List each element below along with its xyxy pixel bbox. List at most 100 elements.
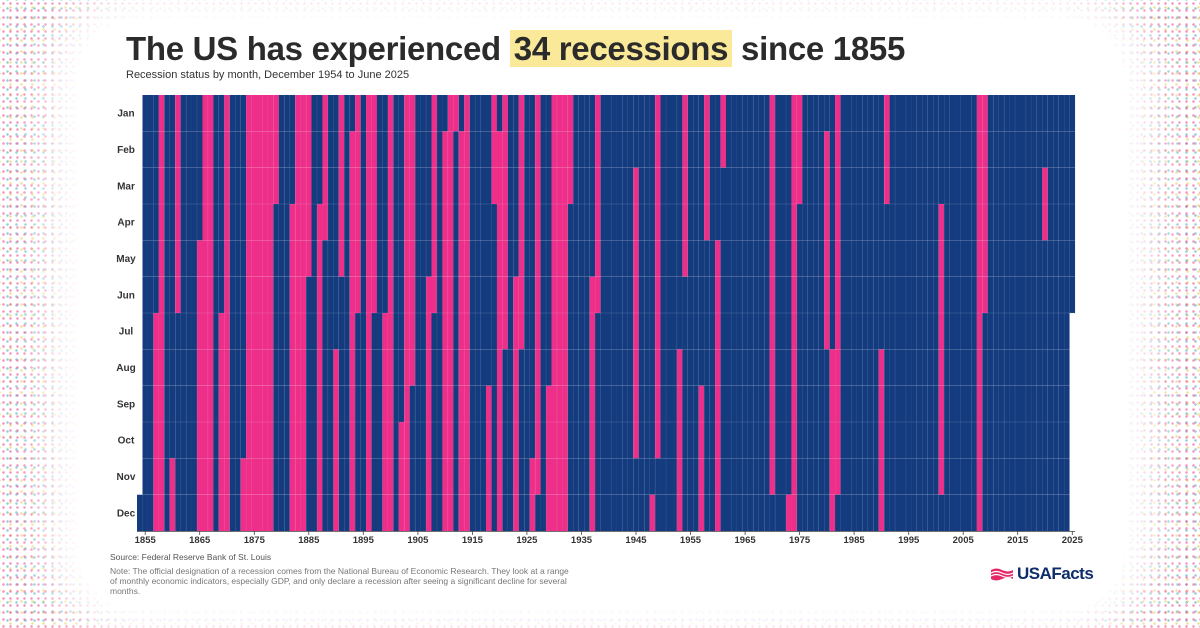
expansion-month-cell xyxy=(840,385,847,423)
expansion-month-cell xyxy=(398,204,405,241)
expansion-month-cell xyxy=(175,458,181,495)
expansion-month-cell xyxy=(513,167,519,205)
expansion-month-cell xyxy=(311,349,318,386)
expansion-month-cell xyxy=(829,95,836,132)
recession-month-cell xyxy=(976,313,983,350)
expansion-month-cell xyxy=(895,385,901,423)
recession-month-cell xyxy=(246,458,252,495)
expansion-month-cell xyxy=(949,313,956,350)
expansion-month-cell xyxy=(420,131,427,168)
expansion-month-cell xyxy=(725,167,732,205)
expansion-month-cell xyxy=(371,494,378,532)
expansion-month-cell xyxy=(747,385,754,423)
recession-month-cell xyxy=(633,349,639,386)
recession-month-cell xyxy=(256,422,263,459)
recession-month-cell xyxy=(202,313,208,350)
recession-month-cell xyxy=(196,385,203,423)
expansion-month-cell xyxy=(1015,276,1021,314)
expansion-month-cell xyxy=(376,204,383,241)
expansion-month-cell xyxy=(938,95,945,132)
expansion-month-cell xyxy=(1053,204,1059,241)
recession-month-cell xyxy=(207,385,214,423)
expansion-month-cell xyxy=(606,313,612,350)
expansion-month-cell xyxy=(998,494,1005,532)
recession-month-cell xyxy=(496,204,503,241)
expansion-month-cell xyxy=(595,458,601,495)
expansion-month-cell xyxy=(611,167,617,205)
recession-month-cell xyxy=(409,240,416,277)
recession-month-cell xyxy=(366,204,372,241)
recession-month-cell xyxy=(246,349,252,386)
recession-month-cell xyxy=(704,95,710,132)
recession-month-cell xyxy=(251,422,258,459)
recession-month-cell xyxy=(273,131,279,168)
expansion-month-cell xyxy=(916,349,923,386)
expansion-month-cell xyxy=(867,313,874,350)
expansion-month-cell xyxy=(578,167,585,205)
expansion-month-cell xyxy=(785,422,792,459)
expansion-month-cell xyxy=(147,95,154,132)
recession-month-cell xyxy=(175,167,181,205)
expansion-month-cell xyxy=(480,131,487,168)
expansion-month-cell xyxy=(229,131,236,168)
recession-month-cell xyxy=(442,167,448,205)
expansion-month-cell xyxy=(671,276,677,314)
expansion-month-cell xyxy=(180,494,187,532)
expansion-month-cell xyxy=(753,494,759,532)
x-tick-label: 1945 xyxy=(625,535,647,546)
expansion-month-cell xyxy=(933,313,939,350)
expansion-month-cell xyxy=(867,458,874,495)
expansion-month-cell xyxy=(1025,458,1032,495)
expansion-month-cell xyxy=(1004,422,1010,459)
recession-month-cell xyxy=(518,204,525,241)
expansion-month-cell xyxy=(644,95,650,132)
expansion-month-cell xyxy=(758,313,765,350)
recession-month-cell xyxy=(158,385,165,423)
expansion-month-cell xyxy=(1064,385,1070,423)
recession-month-cell xyxy=(633,385,639,423)
recession-month-cell xyxy=(769,240,776,277)
recession-month-cell xyxy=(982,95,988,132)
recession-month-cell xyxy=(431,167,437,205)
recession-month-cell xyxy=(589,494,596,532)
recession-month-cell xyxy=(562,204,568,241)
expansion-month-cell xyxy=(186,167,192,205)
expansion-month-cell xyxy=(862,385,868,423)
expansion-month-cell xyxy=(1031,95,1037,132)
expansion-month-cell xyxy=(1020,494,1026,532)
expansion-month-cell xyxy=(1015,95,1021,132)
expansion-month-cell xyxy=(829,276,836,314)
expansion-month-cell xyxy=(213,458,219,495)
expansion-month-cell xyxy=(458,95,465,132)
expansion-month-cell xyxy=(622,313,628,350)
expansion-month-cell xyxy=(360,313,367,350)
expansion-month-cell xyxy=(955,204,961,241)
recession-month-cell xyxy=(355,95,361,132)
expansion-month-cell xyxy=(376,313,383,350)
expansion-month-cell xyxy=(802,385,808,423)
recession-month-cell xyxy=(387,131,394,168)
expansion-month-cell xyxy=(1069,167,1076,205)
expansion-month-cell xyxy=(600,313,607,350)
expansion-month-cell xyxy=(633,131,639,168)
recession-month-cell xyxy=(262,458,268,495)
recession-month-cell xyxy=(704,167,710,205)
recession-month-cell xyxy=(562,349,568,386)
recession-month-cell xyxy=(655,167,661,205)
expansion-month-cell xyxy=(873,240,879,277)
recession-month-cell xyxy=(447,422,454,459)
expansion-month-cell xyxy=(955,131,961,168)
recession-month-cell xyxy=(158,95,165,132)
expansion-month-cell xyxy=(376,422,383,459)
expansion-month-cell xyxy=(764,313,770,350)
expansion-month-cell xyxy=(196,131,203,168)
expansion-month-cell xyxy=(573,349,579,386)
expansion-month-cell xyxy=(660,204,667,241)
recession-month-cell xyxy=(551,204,557,241)
expansion-month-cell xyxy=(273,276,279,314)
expansion-month-cell xyxy=(682,349,688,386)
expansion-month-cell xyxy=(573,167,579,205)
expansion-month-cell xyxy=(747,95,754,132)
expansion-month-cell xyxy=(649,276,656,314)
expansion-month-cell xyxy=(420,313,427,350)
